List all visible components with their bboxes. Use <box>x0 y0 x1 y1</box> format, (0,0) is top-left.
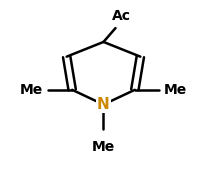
Text: Me: Me <box>163 83 186 97</box>
Text: Me: Me <box>91 140 115 154</box>
Text: Me: Me <box>20 83 43 97</box>
Text: Ac: Ac <box>112 9 131 23</box>
Text: N: N <box>97 97 109 112</box>
